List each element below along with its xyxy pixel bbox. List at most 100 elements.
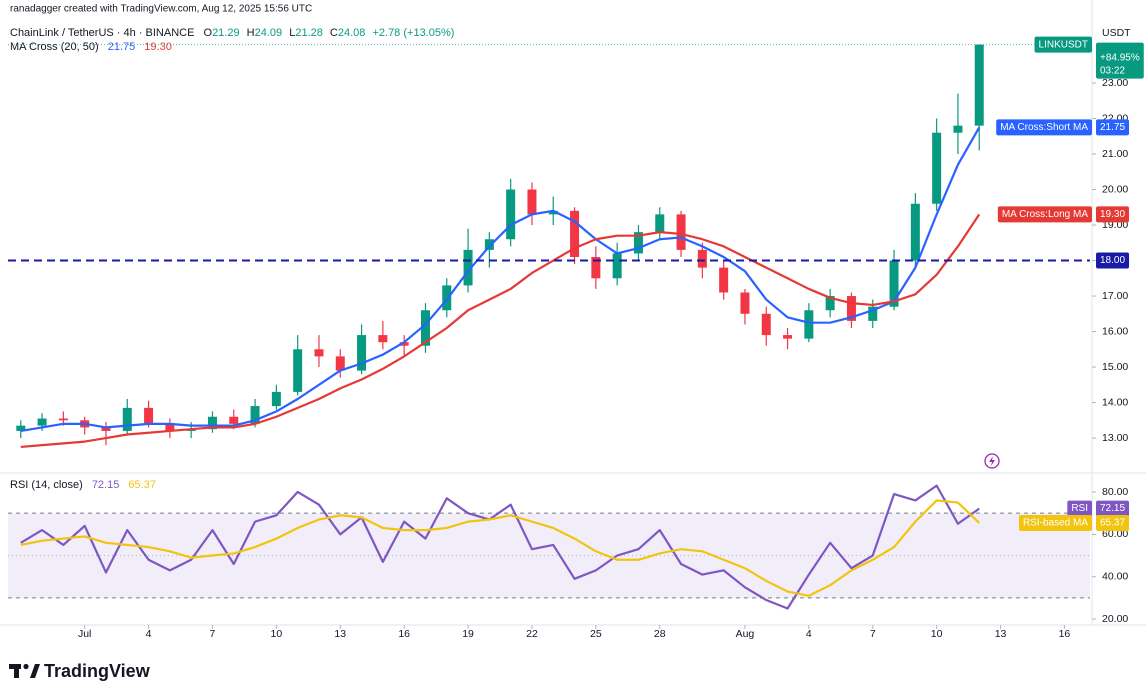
x-tick-label: Aug [736, 628, 755, 640]
candle-body [953, 125, 963, 133]
x-tick-label: 13 [334, 628, 346, 640]
symbol-tag: LINKUSDT [1039, 39, 1088, 50]
candle-body [570, 210, 580, 257]
symbol-legend: ChainLink / TetherUS · 4h · BINANCE O21.… [10, 27, 454, 39]
indicator-value: 65.37 [128, 479, 156, 491]
candle-body [37, 418, 47, 426]
x-tick-label: 7 [210, 628, 216, 640]
axis-unit: USDT [1102, 27, 1131, 39]
candle-body [761, 313, 771, 336]
indicator-value: 21.75 [108, 41, 136, 53]
y-tick-label: 23.00 [1102, 77, 1128, 89]
x-tick-label: 4 [806, 628, 812, 640]
logo-icon [9, 663, 40, 678]
y-tick-label: 20.00 [1102, 183, 1128, 195]
change: +2.78 (+13.05%) [372, 27, 454, 39]
candle-body [165, 423, 175, 431]
series-tag-value-box [1096, 500, 1130, 517]
candle-body [378, 335, 388, 343]
x-tick-label: 28 [654, 628, 666, 640]
x-tick-label: 13 [995, 628, 1007, 640]
candle-body [825, 296, 835, 311]
x-tick-label: 16 [398, 628, 410, 640]
symbol: ChainLink / TetherUS · 4h · BINANCE [10, 27, 194, 39]
alert-icon[interactable] [984, 453, 1000, 469]
candle-body [506, 189, 516, 240]
rsi-title: RSI (14, close) [10, 479, 83, 491]
candle-body [910, 203, 920, 261]
ohlc-key: O [204, 27, 213, 39]
candle-body [846, 296, 856, 321]
indicator-value: 72.15 [92, 479, 120, 491]
x-tick-label: 10 [271, 628, 283, 640]
x-tick-label: 16 [1059, 628, 1071, 640]
indicator-name: MA Cross (20, 50) [10, 41, 99, 53]
series-tag-value: 65.37 [1100, 518, 1125, 529]
countdown-tag: 03:22 [1100, 65, 1125, 76]
candle-body [548, 210, 558, 215]
series-tag-value-box [1096, 119, 1130, 136]
series-tag-name-box [1018, 514, 1092, 531]
rsi-legend: RSI (14, close) 72.15 65.37 [10, 479, 156, 491]
logo-text: TradingView [44, 661, 151, 681]
change-tag: +84.95% [1100, 52, 1140, 63]
candle-body [633, 232, 643, 254]
candle-body [527, 189, 537, 215]
attribution: ranadagger created with TradingView.com,… [10, 4, 312, 15]
candle-body [144, 407, 154, 424]
series-tag-value: 19.30 [1100, 209, 1125, 220]
x-tick-label: 25 [590, 628, 602, 640]
y-tick-label: 14.00 [1102, 396, 1128, 408]
candle-body [974, 44, 984, 126]
candle-body [612, 253, 622, 279]
candle-body [804, 310, 814, 339]
candle-body [16, 425, 26, 431]
indicator-value: 19.30 [144, 41, 172, 53]
candle-body [314, 349, 324, 357]
series-line [20, 499, 981, 597]
y-tick-label: 40.00 [1102, 570, 1128, 582]
candle-body [697, 249, 707, 268]
y-tick-label: 80.00 [1102, 486, 1128, 498]
series-tag-name: RSI [1071, 503, 1088, 514]
indicator-legend: MA Cross (20, 50) 21.75 19.30 [10, 41, 172, 53]
ohlc-key: H [247, 27, 255, 39]
ohlc-value: 24.08 [338, 27, 366, 39]
ohlc-key: C [330, 27, 338, 39]
candle-body [229, 416, 239, 424]
series-tag-name: MA Cross:Short MA [1000, 122, 1088, 133]
candle-body [484, 239, 494, 250]
x-tick-label: 7 [870, 628, 876, 640]
series-tag-name-box [996, 119, 1092, 136]
series-line [20, 484, 980, 610]
x-tick-label: Jul [78, 628, 91, 640]
candle-body [719, 267, 729, 293]
y-tick-label: 15.00 [1102, 361, 1128, 373]
last-price-box [1096, 42, 1144, 79]
candle-body [676, 214, 686, 250]
series-line [20, 126, 981, 433]
series-tag-value-box [1096, 514, 1130, 531]
ohlc-key: L [289, 27, 295, 39]
y-tick-label: 21.00 [1102, 148, 1128, 160]
series-tag-name-box [997, 206, 1092, 223]
candle-body [357, 335, 367, 371]
candle-body [250, 406, 260, 424]
candle-body [293, 349, 303, 392]
x-tick-label: 22 [526, 628, 538, 640]
series-tag-value: 72.15 [1100, 503, 1125, 514]
candle-body [868, 306, 878, 321]
candle-body [335, 356, 345, 371]
candle-body [591, 256, 601, 279]
x-tick-label: 4 [146, 628, 152, 640]
candle-body [463, 249, 473, 286]
series-tag-name-box [1067, 500, 1092, 517]
series-tag-value-box [1096, 206, 1130, 223]
candle-body [207, 416, 217, 430]
candle-body [740, 292, 750, 314]
candle-body [420, 310, 430, 346]
candle-body [271, 391, 281, 407]
candle-body [655, 214, 665, 233]
